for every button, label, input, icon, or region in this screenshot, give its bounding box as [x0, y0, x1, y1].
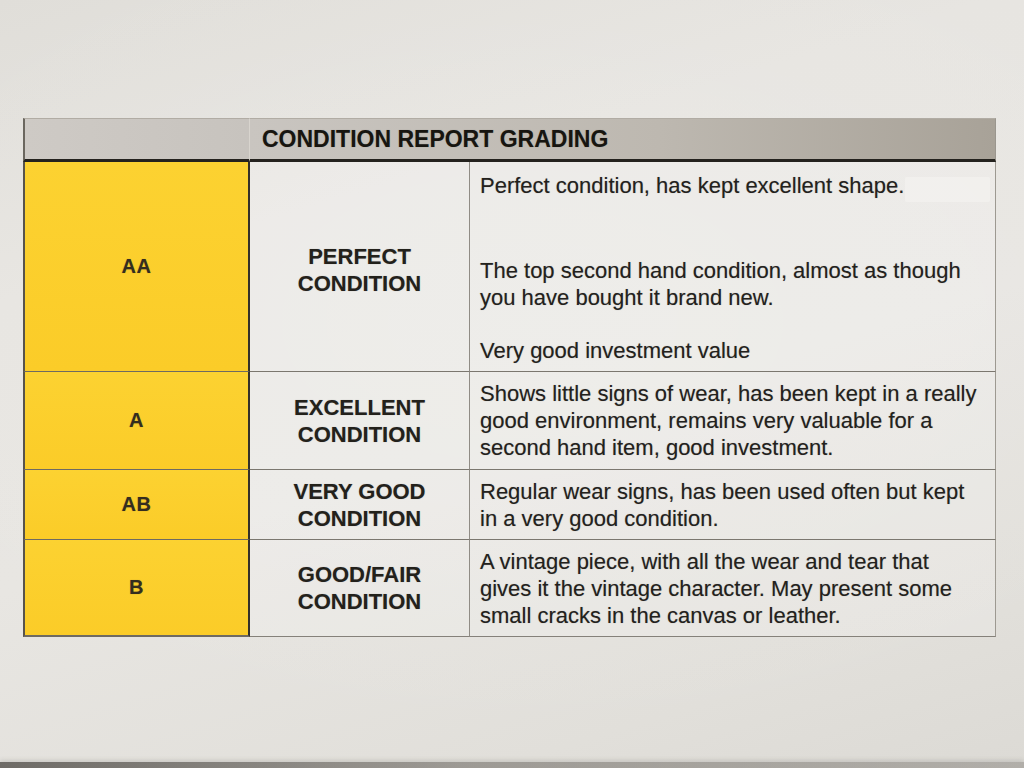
grade-cell-b: B	[23, 540, 250, 637]
label-aa-line2: CONDITION	[298, 270, 421, 297]
photo-artifact-patch	[905, 177, 990, 202]
label-ab-line1: VERY GOOD	[293, 478, 425, 505]
table-title: CONDITION REPORT GRADING	[262, 126, 608, 153]
label-cell-a: EXCELLENT CONDITION	[250, 372, 470, 470]
desc-b-text: A vintage piece, with all the wear and t…	[480, 548, 985, 629]
grade-a: A	[129, 409, 144, 432]
desc-cell-b: A vintage piece, with all the wear and t…	[470, 540, 996, 637]
label-a-line2: CONDITION	[298, 421, 421, 448]
condition-grading-table: CONDITION REPORT GRADING AA PERFECT COND…	[23, 118, 996, 637]
label-cell-ab: VERY GOOD CONDITION	[250, 470, 470, 540]
grade-ab: AB	[122, 493, 152, 516]
label-aa-line1: PERFECT	[308, 243, 411, 270]
header-blank-cell	[23, 118, 250, 162]
label-ab-line2: CONDITION	[298, 505, 421, 532]
desc-ab-text: Regular wear signs, has been used often …	[480, 478, 985, 532]
grade-cell-ab: AB	[23, 470, 250, 540]
desc-aa-paragraph-2: The top second hand condition, almost as…	[480, 257, 985, 311]
header-title-cell: CONDITION REPORT GRADING	[250, 118, 996, 162]
grade-cell-a: A	[23, 372, 250, 470]
label-b-line1: GOOD/FAIR	[298, 561, 421, 588]
grade-cell-aa: AA	[23, 162, 250, 372]
grade-b: B	[129, 576, 144, 599]
desc-cell-a: Shows little signs of wear, has been kep…	[470, 372, 996, 470]
desc-a-text: Shows little signs of wear, has been kep…	[480, 380, 985, 461]
label-b-line2: CONDITION	[298, 588, 421, 615]
photo-bottom-edge	[0, 762, 1024, 768]
label-cell-b: GOOD/FAIR CONDITION	[250, 540, 470, 637]
grade-aa: AA	[122, 255, 152, 278]
desc-aa-paragraph-3: Very good investment value	[480, 337, 985, 364]
label-a-line1: EXCELLENT	[294, 394, 425, 421]
desc-cell-ab: Regular wear signs, has been used often …	[470, 470, 996, 540]
label-cell-aa: PERFECT CONDITION	[250, 162, 470, 372]
